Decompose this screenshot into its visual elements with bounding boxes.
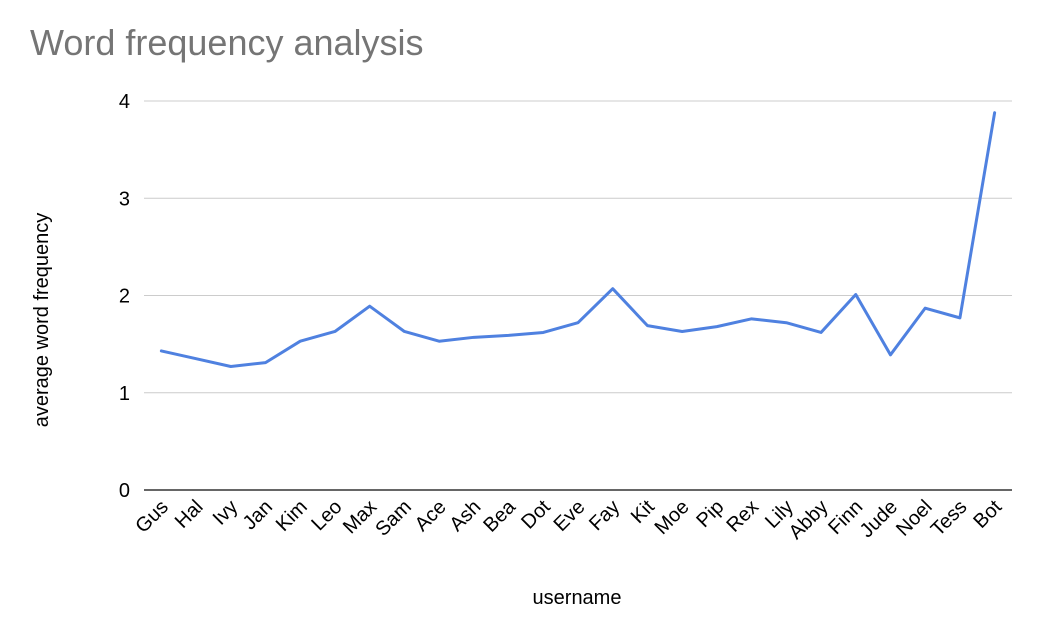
x-tick-label: Ivy: [209, 496, 243, 530]
y-axis-title: average word frequency: [31, 213, 53, 428]
chart-title: Word frequency analysis: [30, 22, 424, 63]
x-tick-label: Eve: [550, 496, 590, 536]
x-tick-label: Rex: [722, 496, 763, 537]
x-tick-label: Hal: [171, 496, 208, 533]
x-tick-label: Ace: [411, 496, 451, 536]
x-tick-label: Pip: [692, 496, 728, 532]
x-tick-label: Jude: [856, 496, 902, 542]
x-tick-label: Bea: [479, 495, 520, 536]
y-tick-label: 3: [119, 188, 130, 210]
x-tick-label: Gus: [131, 496, 172, 537]
y-tick-label: 2: [119, 286, 130, 308]
x-tick-label: Bot: [969, 496, 1006, 533]
x-tick-label: Tess: [927, 496, 972, 541]
x-tick-label: Abby: [785, 496, 833, 544]
x-tick-label: Dot: [517, 496, 555, 534]
x-tick-label: Fay: [585, 496, 624, 535]
x-tick-label: Sam: [371, 496, 416, 541]
series-layer: [159, 111, 997, 368]
y-tick-label: 1: [119, 383, 130, 405]
x-tick-label: Max: [339, 496, 381, 538]
grid: [144, 100, 1012, 491]
x-tick-label: Jan: [239, 496, 277, 534]
x-tick-label: Ash: [445, 496, 485, 536]
x-tick-label: Kim: [272, 496, 312, 536]
y-tick-label: 4: [119, 91, 130, 113]
x-tick-label: Leo: [307, 496, 346, 535]
x-tick-label: Noel: [892, 496, 937, 541]
x-axis-title: username: [533, 587, 622, 609]
y-tick-label: 0: [119, 480, 130, 502]
y-axis-ticks: 0 1 2 3 4: [119, 91, 130, 502]
x-tick-label: Moe: [651, 496, 694, 539]
series-line-0: [159, 111, 997, 368]
